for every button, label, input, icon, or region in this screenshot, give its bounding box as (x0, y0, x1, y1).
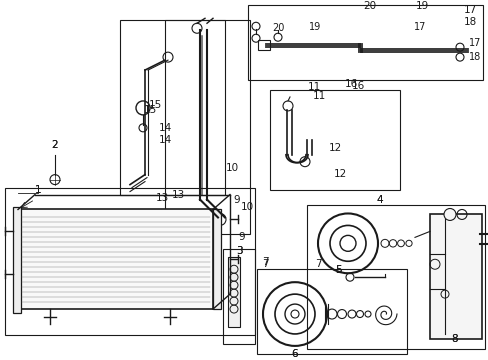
Bar (247, 5, 482, 80)
Text: 12: 12 (333, 168, 346, 179)
Text: 20: 20 (363, 1, 376, 12)
Text: 14: 14 (158, 135, 171, 145)
Text: 19: 19 (308, 22, 321, 32)
Text: 5: 5 (334, 265, 341, 275)
Text: 8: 8 (451, 334, 457, 344)
Text: 1: 1 (35, 185, 41, 194)
Text: 1: 1 (35, 185, 41, 194)
Text: 5: 5 (334, 265, 341, 275)
Text: 9: 9 (233, 194, 240, 204)
Text: 18: 18 (463, 17, 476, 27)
Text: 18: 18 (468, 52, 480, 62)
Circle shape (443, 208, 455, 220)
Text: 4: 4 (376, 194, 383, 204)
Text: 2: 2 (52, 140, 58, 150)
Text: 14: 14 (158, 123, 171, 133)
Text: 15: 15 (148, 100, 162, 110)
Text: 13: 13 (155, 193, 168, 203)
Text: 15: 15 (143, 105, 156, 115)
Text: 19: 19 (414, 1, 428, 12)
Text: 16: 16 (344, 79, 357, 89)
Text: 6: 6 (291, 349, 298, 359)
Bar (258, 40, 269, 50)
Text: 3: 3 (235, 246, 242, 256)
Text: 9: 9 (238, 232, 245, 242)
Text: 20: 20 (271, 23, 284, 33)
Text: 10: 10 (225, 163, 238, 173)
Text: 7: 7 (261, 259, 268, 269)
Bar (223, 249, 254, 344)
Text: 12: 12 (328, 143, 341, 153)
Bar (5, 188, 254, 335)
Text: 11: 11 (312, 91, 325, 101)
Text: 13: 13 (171, 190, 184, 199)
Text: 4: 4 (376, 194, 383, 204)
Bar (227, 257, 240, 327)
Bar (13, 207, 21, 313)
Text: 8: 8 (451, 334, 457, 344)
Text: 7: 7 (314, 259, 321, 269)
Text: 16: 16 (351, 81, 364, 91)
Text: 10: 10 (240, 202, 253, 212)
Bar (257, 269, 406, 354)
Text: 3: 3 (235, 246, 242, 256)
Text: 7: 7 (261, 257, 268, 267)
Text: 17: 17 (463, 5, 476, 15)
Bar (269, 90, 399, 190)
Text: 11: 11 (307, 82, 320, 92)
Bar (120, 20, 224, 194)
Text: 17: 17 (468, 38, 480, 48)
Bar (429, 215, 481, 339)
Text: 6: 6 (291, 349, 298, 359)
Text: 17: 17 (413, 22, 426, 32)
Text: 2: 2 (52, 140, 58, 150)
Bar (164, 20, 249, 234)
Bar (306, 204, 484, 349)
Bar (213, 210, 221, 309)
Bar (18, 210, 213, 309)
